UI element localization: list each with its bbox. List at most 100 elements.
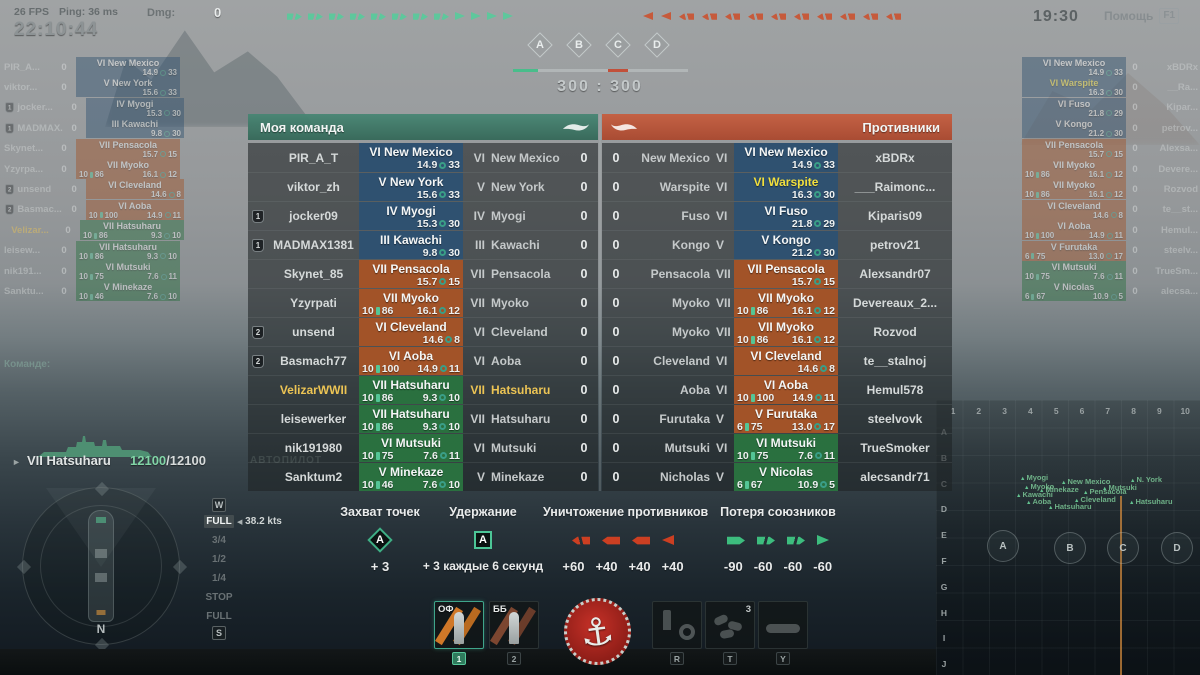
ship-badge-stats: 10 86 16.1 12 bbox=[79, 170, 177, 179]
enemy-ship-icon bbox=[863, 13, 878, 20]
ally-destroyer-icon bbox=[455, 12, 465, 20]
range-stats: 15.6 33 bbox=[417, 189, 460, 201]
ammo-type-label: ОФ bbox=[438, 604, 454, 615]
ship-badge-title: VI Cleveland bbox=[1047, 200, 1101, 211]
detection-value: 11 bbox=[1114, 231, 1123, 241]
ship-badge-title: V Minekaze bbox=[103, 282, 153, 293]
gun-range: 7.6 bbox=[146, 292, 159, 302]
gun-range: 16.3 bbox=[1088, 88, 1105, 98]
table-row: nik191980 VI Mutsuki 10 75 7.6 11 VI Mutsuki 0 bbox=[248, 433, 598, 462]
table-row: 0 Cleveland VI VI Cleveland 14.6 8 te__stalnoj bbox=[602, 346, 952, 375]
ship-badge-stats: 6 75 13.0 17 bbox=[737, 421, 835, 433]
capture-point-letter: A bbox=[376, 534, 384, 546]
torpedo-icon bbox=[1031, 293, 1035, 300]
ship-name: Kongo bbox=[672, 238, 710, 252]
detection-value: 10 bbox=[448, 420, 460, 433]
consumable-slot-R[interactable]: R bbox=[652, 601, 702, 665]
ship-badge-title: VI Cleveland bbox=[375, 319, 447, 334]
detection-icon bbox=[814, 161, 822, 169]
range-stats: 7.6 11 bbox=[798, 450, 835, 462]
minimap-capture-point: C bbox=[1107, 532, 1139, 564]
ship-badge-title: V New York bbox=[378, 174, 444, 189]
consumable-slot-1[interactable]: ОФ 1 bbox=[434, 601, 484, 665]
division-badge: 1 bbox=[252, 238, 264, 252]
torp-range: 46 bbox=[94, 292, 104, 302]
ship-label: Nicholas V bbox=[630, 463, 734, 491]
capture-points-row: A B C D bbox=[528, 33, 669, 57]
score-readout: 300 : 300 bbox=[500, 78, 700, 96]
player-name: Hemul... bbox=[1161, 224, 1198, 236]
torpedo-icon bbox=[89, 273, 93, 280]
key-hint-1: 1 bbox=[452, 652, 466, 665]
throttle-key-forward[interactable]: W bbox=[212, 498, 226, 512]
ship-name: Myoko bbox=[491, 296, 530, 310]
detection-icon bbox=[439, 220, 447, 227]
torp-range: 75 bbox=[750, 420, 763, 433]
detection-value: 33 bbox=[1114, 68, 1123, 77]
consumable-slot-Y[interactable]: Y bbox=[758, 601, 808, 665]
detection-value: 17 bbox=[823, 420, 835, 433]
gun-range: 21.8 bbox=[1088, 108, 1105, 118]
throttle-step: FULL bbox=[204, 607, 284, 626]
ally-fleet-status bbox=[287, 11, 513, 21]
ship-name: Mutsuki bbox=[491, 441, 537, 455]
detection-value: 12 bbox=[823, 304, 835, 317]
torp-range: 86 bbox=[1040, 190, 1050, 200]
ship-badge-stats: 14.6 8 bbox=[89, 190, 181, 199]
table-row: viktor_zh V New York 15.6 33 V New York 0 bbox=[248, 172, 598, 201]
ship-badge-title: VI Mutsuki bbox=[1051, 262, 1097, 272]
funnel-marker bbox=[95, 573, 107, 582]
torp-range: 75 bbox=[381, 449, 394, 462]
ally-ship-loss-icon bbox=[727, 536, 745, 545]
torpedo-stats: 10 86 bbox=[1025, 190, 1050, 199]
throttle-step-label: STOP bbox=[205, 592, 233, 603]
gun-range: 15.6 bbox=[142, 88, 159, 98]
ship-badge: VI New Mexico 14.9 33 bbox=[1022, 57, 1126, 77]
ship-badge-title: VI Cleveland bbox=[108, 180, 162, 191]
anchor-icon: ⚓ bbox=[577, 607, 618, 656]
hold-point-icon: A bbox=[474, 531, 492, 549]
ship-label: VI Aoba bbox=[463, 347, 570, 375]
ship-badge: V New York 15.6 33 bbox=[359, 173, 463, 201]
ship-label: Kongo V bbox=[630, 231, 734, 259]
detection-icon bbox=[168, 191, 175, 198]
ship-badge: VII Myoko 10 86 16.1 12 bbox=[1022, 179, 1126, 200]
ship-silhouette bbox=[38, 436, 152, 457]
ship-badge-stats: 10 86 9.3 10 bbox=[362, 421, 460, 433]
frag-count: 0 bbox=[612, 383, 620, 397]
range-stats: 14.9 11 bbox=[792, 392, 835, 404]
hud-ally-row: Velizar... 0 VII Hatsuharu 10 86 9.3 10 bbox=[4, 220, 184, 241]
ally-ship-icon bbox=[413, 13, 428, 20]
player-name: jocker... bbox=[17, 102, 53, 114]
hud-enemy-row: VI Warspite 16.3 30 0 __Ra... bbox=[1022, 77, 1198, 98]
ship-badge: VII Pensacola 15.7 15 bbox=[76, 138, 180, 159]
torpedo-icon bbox=[750, 451, 755, 460]
help-button[interactable]: Помощь F1 bbox=[1104, 8, 1180, 24]
table-row: 2 Basmach77 VI Aoba 10 100 14.9 11 VI Aoba 0 bbox=[248, 346, 598, 375]
frag-count: 0 bbox=[580, 383, 588, 397]
detection-value: 10 bbox=[448, 391, 460, 404]
ship-name: Minekaze bbox=[491, 470, 545, 484]
division-badge: 1 bbox=[252, 209, 264, 223]
ally-destroyer-icon bbox=[487, 12, 497, 20]
range-stats: 9.8 30 bbox=[423, 247, 460, 259]
detection-value: 11 bbox=[172, 210, 181, 220]
player-name: alecsandr71 bbox=[860, 470, 930, 484]
detection-icon bbox=[160, 273, 167, 280]
minimap[interactable]: 12345678910ABCDEFGHIJABCDMyogiMyokoKawac… bbox=[936, 400, 1200, 675]
ship-badge-stats: 14.9 33 bbox=[362, 159, 460, 171]
destroy-title: Уничтожение противников bbox=[543, 505, 709, 519]
player-name: PIR_A_T bbox=[288, 150, 339, 165]
score-progress-bar bbox=[513, 69, 688, 72]
hp-separator: / bbox=[166, 453, 170, 468]
anchor-emblem: ⚓ bbox=[564, 598, 631, 665]
ship-badge: VI Warspite 16.3 30 bbox=[734, 173, 838, 201]
throttle-key-reverse[interactable]: S bbox=[212, 626, 226, 640]
consumable-slot-2[interactable]: ББ 2 bbox=[489, 601, 539, 665]
hud-ally-row: viktor... 0 V New York 15.6 33 bbox=[4, 77, 184, 98]
torpedo-stats: 10 86 bbox=[79, 252, 104, 261]
player-name: __Ra... bbox=[1167, 81, 1198, 93]
minimap-ship-label: Cleveland bbox=[1074, 495, 1115, 504]
player-name: petrov... bbox=[1161, 122, 1198, 134]
